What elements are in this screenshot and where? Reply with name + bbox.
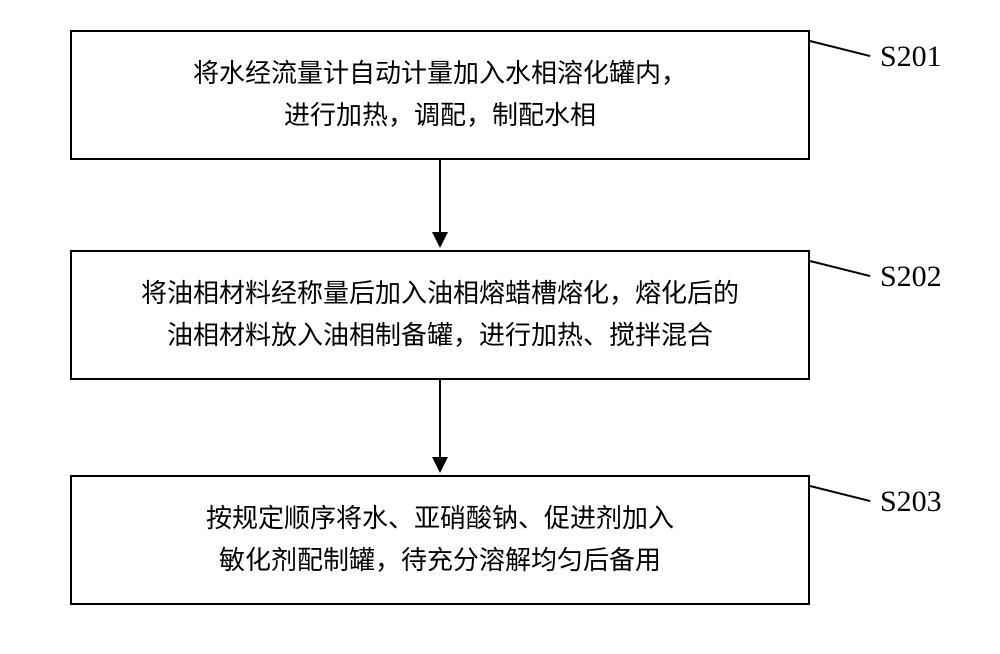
- arrow-shaft: [439, 160, 441, 234]
- step-label-s201: S201: [880, 40, 942, 74]
- step-text-line: 进行加热，调配，制配水相: [284, 95, 596, 137]
- arrow-shaft: [439, 380, 441, 459]
- step-box-s203: 按规定顺序将水、亚硝酸钠、促进剂加入敏化剂配制罐，待充分溶解均匀后备用: [70, 475, 810, 605]
- leader-line: [810, 260, 870, 277]
- step-box-s202: 将油相材料经称量后加入油相熔蜡槽熔化，熔化后的油相材料放入油相制备罐，进行加热、…: [70, 250, 810, 380]
- step-text-line: 按规定顺序将水、亚硝酸钠、促进剂加入: [206, 498, 674, 540]
- step-label-s202: S202: [880, 260, 942, 294]
- arrow-head-icon: [432, 457, 448, 473]
- flowchart-canvas: 将水经流量计自动计量加入水相溶化罐内，进行加热，调配，制配水相 S201 将油相材料…: [0, 0, 1000, 654]
- step-text-line: 将水经流量计自动计量加入水相溶化罐内，: [193, 53, 687, 95]
- step-text-line: 将油相材料经称量后加入油相熔蜡槽熔化，熔化后的: [141, 273, 739, 315]
- leader-line: [810, 40, 870, 57]
- leader-line: [810, 485, 870, 502]
- arrow-head-icon: [432, 232, 448, 248]
- step-box-s201: 将水经流量计自动计量加入水相溶化罐内，进行加热，调配，制配水相: [70, 30, 810, 160]
- step-text-line: 油相材料放入油相制备罐，进行加热、搅拌混合: [167, 315, 713, 357]
- step-text-line: 敏化剂配制罐，待充分溶解均匀后备用: [219, 540, 661, 582]
- step-label-s203: S203: [880, 485, 942, 519]
